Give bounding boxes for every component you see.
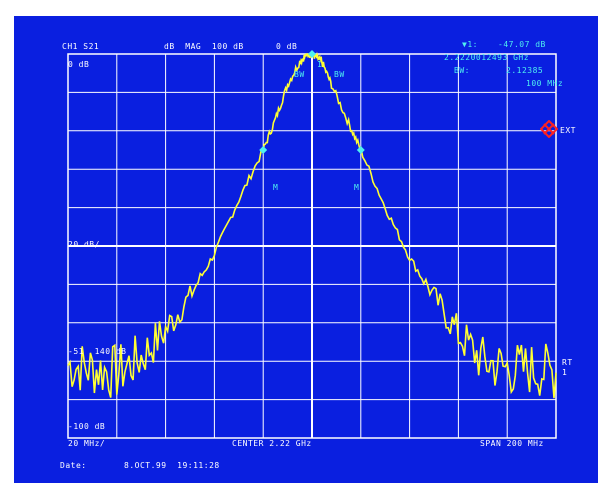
date-label: Date: — [60, 461, 87, 470]
marker-point — [259, 146, 268, 154]
bottom-ref-label: -100 dB — [68, 422, 106, 431]
marker-point — [356, 146, 365, 154]
threshold-label: -51 140 dB — [68, 347, 127, 356]
marker-left: M — [273, 183, 279, 192]
bw-value: 2.12385 — [506, 66, 544, 75]
scale-label: 20 dB/ — [68, 240, 100, 249]
res-label: 20 MHz/ — [68, 439, 106, 448]
marker-right: M — [354, 183, 360, 192]
channel-label: CH1 S21 — [62, 42, 100, 51]
ref-top-label: 0 dB — [68, 60, 90, 69]
analyzer-screen: CH1 S21 dB MAG 100 dB 0 dB ▼1: -47.07 dB… — [14, 16, 598, 483]
date-value: 8.OCT.99 19:11:28 — [124, 461, 220, 470]
marker-top-left: BW — [294, 70, 305, 79]
ref-value: 0 dB — [276, 42, 298, 51]
marker-top-right: BW — [334, 70, 345, 79]
format-label: dB MAG 100 dB — [164, 42, 244, 51]
plot-area — [67, 50, 557, 439]
marker-frequency: 2.2220012493 GHz — [444, 53, 530, 62]
center-label: CENTER 2.22 GHz — [232, 439, 312, 448]
bw-label: BW: — [454, 66, 470, 75]
ext-label: EXT — [560, 126, 576, 135]
rt-sub-label: 1 — [562, 368, 568, 377]
rt-label: RT — [562, 358, 573, 367]
marker-group — [259, 50, 365, 154]
span-label: SPAN 200 MHz — [480, 439, 544, 448]
grid-lines — [67, 53, 557, 439]
bw-frequency: 100 MHz — [526, 79, 564, 88]
marker-value: -47.07 dB — [498, 40, 546, 49]
marker-top: 1 — [317, 60, 323, 69]
marker-point — [308, 50, 316, 58]
ext-icon — [540, 120, 558, 138]
marker-label: ▼1: — [462, 40, 478, 49]
